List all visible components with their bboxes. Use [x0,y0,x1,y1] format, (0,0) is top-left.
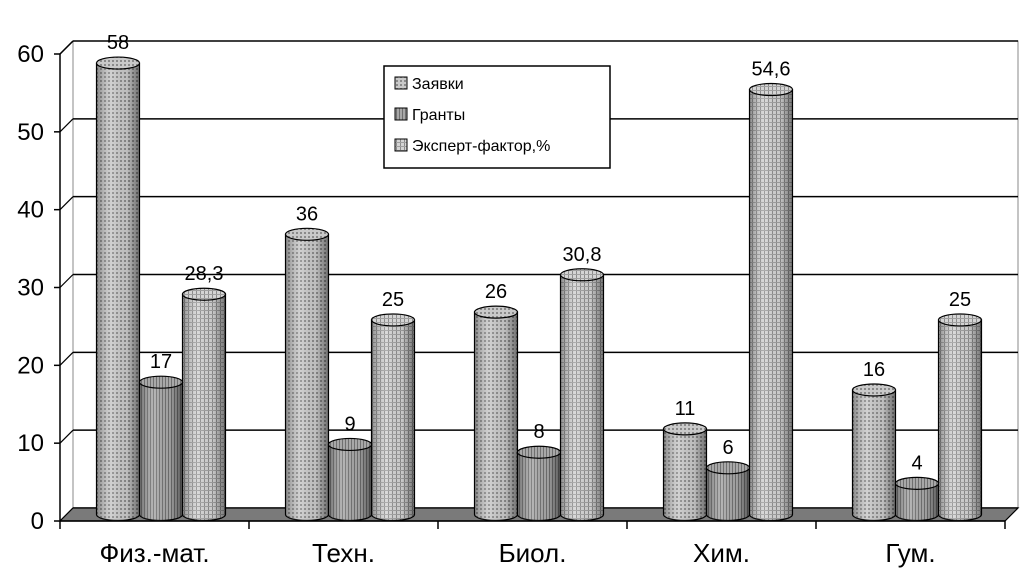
bar-гранты-техн [327,437,373,522]
bar-top [370,313,416,327]
data-label-эксперт-фактор-физ-мат: 28,3 [185,263,224,285]
y-tick-label: 10 [17,430,44,457]
data-label-заявки-биол: 26 [485,281,507,303]
bar-shading [706,467,750,521]
data-label-заявки-техн: 36 [296,203,318,225]
legend-label-ekspert-faktor: Эксперт-фактор,% [412,138,550,155]
gridline-side [59,196,74,211]
gridline-side [59,118,74,133]
data-label-гранты-гум: 4 [911,452,922,474]
data-label-заявки-хим: 11 [675,398,696,420]
y-tick-label: 60 [17,41,44,68]
gridline-side [59,40,74,55]
bars [95,56,983,522]
bar-гранты-гум [894,476,940,522]
data-label-гранты-биол: 8 [533,421,544,443]
bar-top [138,375,184,389]
bar-top [284,227,330,241]
bar-shading [517,452,561,521]
data-label-эксперт-фактор-хим: 54,6 [752,59,791,81]
legend-swatch-ekspert-faktor [394,138,408,152]
gridline-side [59,274,74,288]
bar-top [894,476,940,490]
bar-заявки-техн [284,227,330,522]
bar-shading [371,319,415,521]
x-tick-label-хим: Хим. [693,538,750,568]
legend-box [383,65,611,169]
bar-shading [749,89,793,521]
y-tick-label: 50 [17,119,44,146]
legend-swatch-zayavki [394,76,408,90]
x-tick-label-гум: Гум. [885,538,935,568]
bar-shading [96,63,140,521]
bar-эксперт-фактор-техн [370,313,416,522]
bar-shading [560,274,604,521]
bar-shading [328,444,372,521]
data-label-эксперт-фактор-гум: 25 [949,289,971,311]
data-labels: 58 17 28,3 36 9 25 26 8 30,8 11 6 54,6 16 4 25 [107,32,971,474]
bar-shading [938,319,982,521]
bar-shading [663,428,707,521]
y-tick-label: 30 [17,275,44,302]
bar-shading [182,294,226,521]
bar-гранты-хим [705,461,751,522]
bar-shading [139,382,183,521]
gridline-side [59,351,74,366]
y-axis-ticks: 0 10 20 30 40 50 60 [17,41,60,535]
bar-заявки-хим [662,422,708,522]
data-label-эксперт-фактор-биол: 30,8 [563,244,602,266]
x-tick-label-физ-мат: Физ.-мат. [99,538,209,568]
bar-top [95,56,141,70]
legend: Заявки Гранты Эксперт-фактор,% [383,65,611,169]
x-tick-label-техн: Техн. [312,538,375,568]
gridline-side [59,429,74,444]
x-tick-label-биол: Биол. [499,538,567,568]
bar-гранты-физ-мат [138,375,184,522]
bar-эксперт-фактор-хим [748,82,794,522]
bar-эксперт-фактор-физ-мат [181,287,227,522]
bar-top [181,287,227,301]
legend-label-granty: Гранты [412,107,465,124]
bar-shading [474,312,518,521]
legend-swatch-granty [394,107,408,121]
bar-заявки-биол [473,305,519,522]
bar-shading [895,483,939,521]
bar-top [327,437,373,452]
x-axis-ticks: Физ.-мат. Техн. Биол. Хим. Гум. [59,521,1006,568]
bar-top [662,422,708,436]
bar-гранты-биол [516,445,562,522]
y-tick-label: 20 [17,352,44,379]
bar-top [473,305,519,319]
bar-shading [852,389,896,521]
bar-top [516,445,562,459]
bar-top [559,268,605,282]
data-label-заявки-физ-мат: 58 [107,32,129,54]
bar-эксперт-фактор-гум [937,313,983,522]
y-tick-label: 0 [31,508,44,535]
data-label-гранты-физ-мат: 17 [150,351,172,373]
data-label-эксперт-фактор-техн: 25 [382,289,404,311]
data-label-гранты-хим: 6 [722,437,733,459]
y-tick-label: 40 [17,197,44,224]
bar-shading [285,234,329,521]
data-label-гранты-техн: 9 [344,413,355,435]
bar-top [937,313,983,327]
bar-top [748,82,794,97]
bar-заявки-гум [851,383,897,522]
bar-top [851,383,897,397]
data-label-заявки-гум: 16 [863,359,885,381]
bar-эксперт-фактор-биол [559,268,605,522]
bar-top [705,461,751,475]
legend-label-zayavki: Заявки [412,76,464,93]
bar-заявки-физ-мат [95,56,141,522]
